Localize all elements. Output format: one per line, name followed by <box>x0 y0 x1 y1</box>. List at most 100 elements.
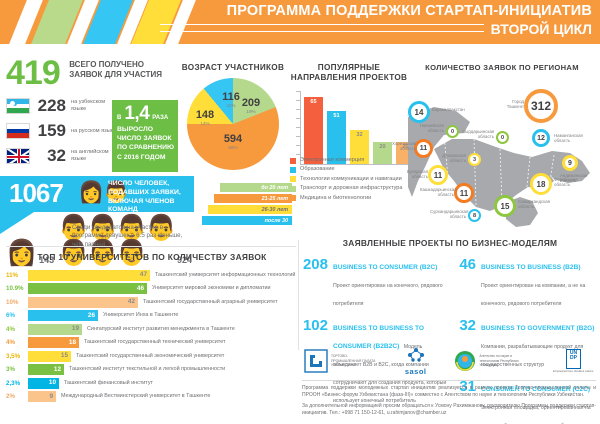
bm-desc: Модель объединяет B2B и B2C, когда компа… <box>333 344 447 404</box>
map-region-label: Джизакская область <box>442 153 466 164</box>
language-label: на узбекском языке <box>71 99 106 112</box>
directions-chart-legend: Электронная коммерция Образование Технол… <box>290 157 418 204</box>
map-marker: 11 <box>454 183 474 203</box>
list-item: 32 на английском языке <box>6 146 146 166</box>
uni-bar: 10 <box>28 377 59 389</box>
pie-slice-value: 116 <box>222 91 240 103</box>
uni-value: 10 <box>48 379 56 386</box>
regions-map-title: КОЛИЧЕСТВО ЗАЯВОК ПО РЕГИОНАМ <box>425 63 579 72</box>
horizontal-divider <box>6 246 296 247</box>
list-item: 32 BUSINESS TO GOVERNMENT (B2G) Компании… <box>450 317 598 371</box>
language-label: на английском языке <box>71 149 109 162</box>
map-marker: 14 <box>408 101 430 123</box>
table-row: 6% 26 Университет Инха в Ташкенте <box>6 310 298 322</box>
sasol-mark-icon <box>407 347 424 362</box>
universities-list: 11% 47 Ташкентский университет информаци… <box>6 269 298 403</box>
russia-flag-icon <box>6 123 30 139</box>
map-region-label: Бухарская область <box>406 169 428 180</box>
legend-item: Электронная коммерция <box>290 157 418 164</box>
legend-label: Транспорт и дорожная инфраструктура <box>300 185 403 192</box>
agency-logo-text: Агентство по науке и технологиям Республ… <box>479 354 519 368</box>
uni-name: Международный Вестминстерский университе… <box>61 393 211 400</box>
page-title: ПРОГРАММА ПОДДЕРЖКИ СТАРТАП-ИНИЦИАТИВ <box>226 3 592 19</box>
header-rule <box>160 24 484 25</box>
bm-name: BUSINESS TO GOVERNMENT (B2G) <box>481 325 595 332</box>
bm-count: 208 <box>302 256 328 273</box>
chamber-logo-text: ТОРГОВО-ПРОМЫШЛЕННАЯ ПАЛАТА УЗБЕКИСТАНА <box>331 354 376 368</box>
map-marker: 11 <box>428 165 448 185</box>
uni-bar: 9 <box>28 391 56 402</box>
participants-label: ЧИСЛО ЧЕЛОВЕК, ПОДАВШИХ ЗАЯВКИ, ВКЛЮЧАЯ … <box>108 180 181 214</box>
female-icon: 👩 <box>6 239 38 267</box>
pie-slice-percent: 19% <box>246 109 256 114</box>
uni-value: 42 <box>127 298 135 305</box>
participants-total: 1067 <box>9 178 64 208</box>
pie-slice-value: 594 <box>223 133 243 145</box>
uni-percent: 11% <box>6 271 19 279</box>
legend-label: Электронная коммерция <box>300 157 365 163</box>
uni-percent: 2% <box>6 393 15 400</box>
pie-slice-percent: 56% <box>228 145 238 150</box>
legend-item: Транспорт и дорожная инфраструктура <box>290 185 418 192</box>
map-region-label: Кашкадарьинская область <box>420 187 457 198</box>
footer-divider <box>302 380 596 381</box>
pie-slice-label: 209 19% <box>236 98 266 115</box>
uni-value: 47 <box>139 271 147 278</box>
page-header: ПРОГРАММА ПОДДЕРЖКИ СТАРТАП-ИНИЦИАТИВ ВТ… <box>0 0 600 44</box>
legend-swatch <box>290 195 296 202</box>
map-marker: 11 <box>414 139 433 158</box>
undp-abbr: UN DP <box>565 349 581 369</box>
language-breakdown: 228 на узбекском языке 159 на русском яз… <box>6 96 146 171</box>
bar-value: 20 <box>379 143 386 150</box>
map-region-label: Сурхандарьинская область <box>430 209 469 220</box>
uni-value: 12 <box>53 365 61 373</box>
map-marker: 3 <box>468 153 481 166</box>
banner-corner <box>0 212 34 234</box>
uni-bar: 46 <box>28 283 147 294</box>
uni-name: Ташкентский институт текстильной и легко… <box>69 366 226 373</box>
bm-desc: Проект ориентирован на конечного, рядово… <box>333 283 443 307</box>
uni-name: Университет мировой экономики и дипломат… <box>152 285 271 292</box>
legend-item: Медицина и биотехнологии <box>290 195 418 202</box>
map-region-label: Наманганская область <box>554 133 583 144</box>
bars-group: 65 51 32 20 20 <box>304 96 415 164</box>
uzbekistan-flag-icon <box>6 98 30 114</box>
uni-value: 19 <box>71 325 79 332</box>
bar-value: 20 <box>402 143 409 150</box>
language-count: 228 <box>37 96 66 115</box>
people-pair-icon: 👩👨 <box>78 181 129 204</box>
uni-percent: 10.9% <box>6 285 24 292</box>
uni-value: 15 <box>60 352 68 359</box>
growth-value: 1,4 <box>124 103 150 124</box>
uni-bar: 47 <box>28 269 150 281</box>
vertical-divider <box>298 240 299 350</box>
uni-bar: 18 <box>28 337 79 348</box>
legend-swatch <box>290 166 296 173</box>
table-row: 11% 47 Ташкентский университет информаци… <box>6 269 298 281</box>
x-axis <box>300 163 410 165</box>
total-applications-number: 419 <box>6 54 61 92</box>
legend-swatch <box>290 176 296 183</box>
y-axis <box>300 90 301 165</box>
business-models-column-left: 208 BUSINESS TO CONSUMER (B2C) Проект ор… <box>302 256 450 424</box>
bar-value: 65 <box>310 98 317 105</box>
total-applications-label: ВСЕГО ПОЛУЧЕНО ЗАЯВОК ДЛЯ УЧАСТИЯ <box>69 60 163 79</box>
legend-item: 21-25 лет <box>214 194 292 203</box>
partner-logos: ТОРГОВО-ПРОМЫШЛЕННАЯ ПАЛАТА УЗБЕКИСТАНА … <box>300 344 598 378</box>
language-count: 32 <box>47 146 66 165</box>
bar: 20 <box>373 141 392 164</box>
chamber-logo: ТОРГОВО-ПРОМЫШЛЕННАЯ ПАЛАТА УЗБЕКИСТАНА <box>304 349 377 373</box>
legend-swatch <box>290 185 296 192</box>
map-region-label: Ферганская область <box>554 177 578 188</box>
legend-item: 26-30 лет <box>208 205 292 214</box>
uni-bar: 19 <box>28 323 82 335</box>
table-row: 4% 18 Ташкентский государственный технич… <box>6 337 298 349</box>
growth-prefix: В <box>117 115 122 121</box>
state-emblem-icon <box>455 351 476 371</box>
uni-name: Университет Инха в Ташкенте <box>103 312 179 319</box>
map-region-label: Город Ташкент <box>506 99 524 110</box>
bm-count: 46 <box>459 256 476 273</box>
footer-paragraph-2: За дополнительной информацией просим обр… <box>302 403 596 416</box>
bar: 51 <box>327 110 346 164</box>
